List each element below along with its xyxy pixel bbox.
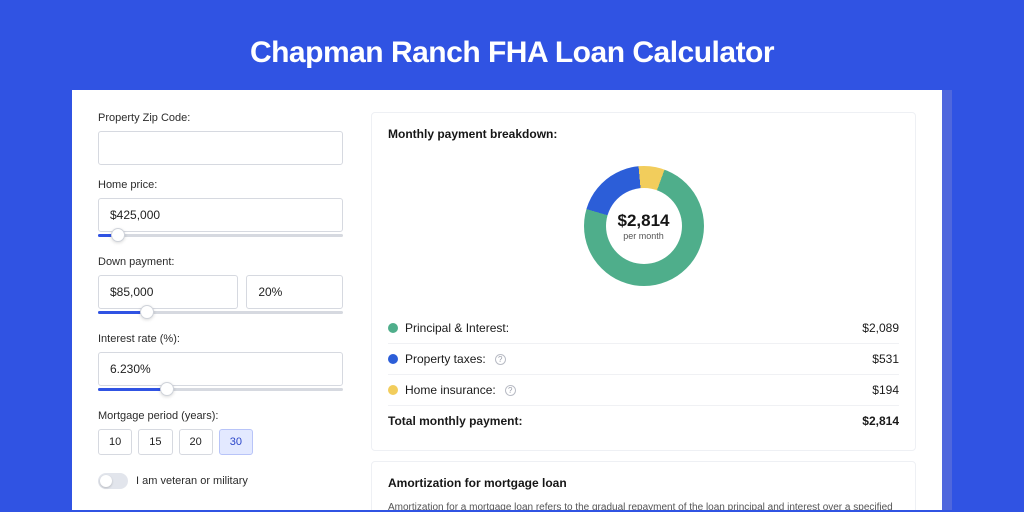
breakdown-label: Home insurance: — [405, 383, 496, 397]
veteran-toggle-row: I am veteran or military — [98, 473, 343, 489]
breakdown-value: $194 — [872, 383, 899, 397]
legend-dot — [388, 323, 398, 333]
rate-slider[interactable] — [98, 384, 343, 396]
period-btn-15[interactable]: 15 — [138, 429, 172, 455]
inputs-column: Property Zip Code: Home price: Down paym… — [98, 112, 343, 488]
price-input[interactable] — [98, 198, 343, 232]
veteran-toggle[interactable] — [98, 473, 128, 489]
amortization-title: Amortization for mortgage loan — [388, 476, 899, 490]
price-label: Home price: — [98, 179, 343, 191]
amortization-section: Amortization for mortgage loan Amortizat… — [371, 461, 916, 510]
breakdown-title: Monthly payment breakdown: — [388, 127, 899, 141]
down-amount-input[interactable] — [98, 275, 238, 309]
breakdown-value: $2,089 — [862, 321, 899, 335]
down-field: Down payment: — [98, 256, 343, 319]
slider-thumb[interactable] — [140, 305, 154, 319]
legend-dot — [388, 354, 398, 364]
donut-amount: $2,814 — [618, 211, 670, 231]
slider-thumb[interactable] — [160, 382, 174, 396]
rate-label: Interest rate (%): — [98, 333, 343, 345]
period-field: Mortgage period (years): 1015 2030 — [98, 410, 343, 455]
slider-track — [98, 234, 343, 237]
info-icon[interactable]: ? — [505, 385, 516, 396]
breakdown-label: Principal & Interest: — [405, 321, 509, 335]
down-slider[interactable] — [98, 307, 343, 319]
page-title: Chapman Ranch FHA Loan Calculator — [250, 36, 774, 70]
donut-center: $2,814 per month — [606, 188, 682, 264]
slider-fill — [98, 388, 167, 391]
breakdown-value: $531 — [872, 352, 899, 366]
amortization-text: Amortization for a mortgage loan refers … — [388, 500, 899, 510]
total-row: Total monthly payment: $2,814 — [388, 406, 899, 436]
rate-input[interactable] — [98, 352, 343, 386]
card-shadow: Property Zip Code: Home price: Down paym… — [72, 90, 952, 510]
breakdown-row: Property taxes:? $531 — [388, 344, 899, 375]
down-pct-input[interactable] — [246, 275, 343, 309]
zip-label: Property Zip Code: — [98, 112, 343, 124]
period-btn-30[interactable]: 30 — [219, 429, 253, 455]
total-label: Total monthly payment: — [388, 414, 522, 428]
total-value: $2,814 — [862, 414, 899, 428]
donut-sub: per month — [623, 231, 664, 241]
zip-field: Property Zip Code: — [98, 112, 343, 165]
period-buttons: 1015 2030 — [98, 429, 343, 455]
breakdown-list: Principal & Interest: $2,089 Property taxe… — [388, 313, 899, 406]
rate-field: Interest rate (%): — [98, 333, 343, 396]
breakdown-column: Monthly payment breakdown: $2,814 per mo… — [371, 112, 916, 488]
period-label: Mortgage period (years): — [98, 410, 343, 422]
price-slider[interactable] — [98, 230, 343, 242]
down-label: Down payment: — [98, 256, 343, 268]
info-icon[interactable]: ? — [495, 354, 506, 365]
slider-thumb[interactable] — [111, 228, 125, 242]
period-btn-20[interactable]: 20 — [179, 429, 213, 455]
breakdown-section: Monthly payment breakdown: $2,814 per mo… — [371, 112, 916, 451]
calculator-card: Property Zip Code: Home price: Down paym… — [72, 90, 942, 510]
period-btn-10[interactable]: 10 — [98, 429, 132, 455]
breakdown-row: Home insurance:? $194 — [388, 375, 899, 406]
breakdown-label: Property taxes: — [405, 352, 486, 366]
veteran-label: I am veteran or military — [136, 475, 248, 487]
price-field: Home price: — [98, 179, 343, 242]
breakdown-row: Principal & Interest: $2,089 — [388, 313, 899, 344]
toggle-knob — [100, 475, 112, 487]
donut-chart: $2,814 per month — [388, 151, 899, 301]
donut-ring: $2,814 per month — [584, 166, 704, 286]
legend-dot — [388, 385, 398, 395]
zip-input[interactable] — [98, 131, 343, 165]
